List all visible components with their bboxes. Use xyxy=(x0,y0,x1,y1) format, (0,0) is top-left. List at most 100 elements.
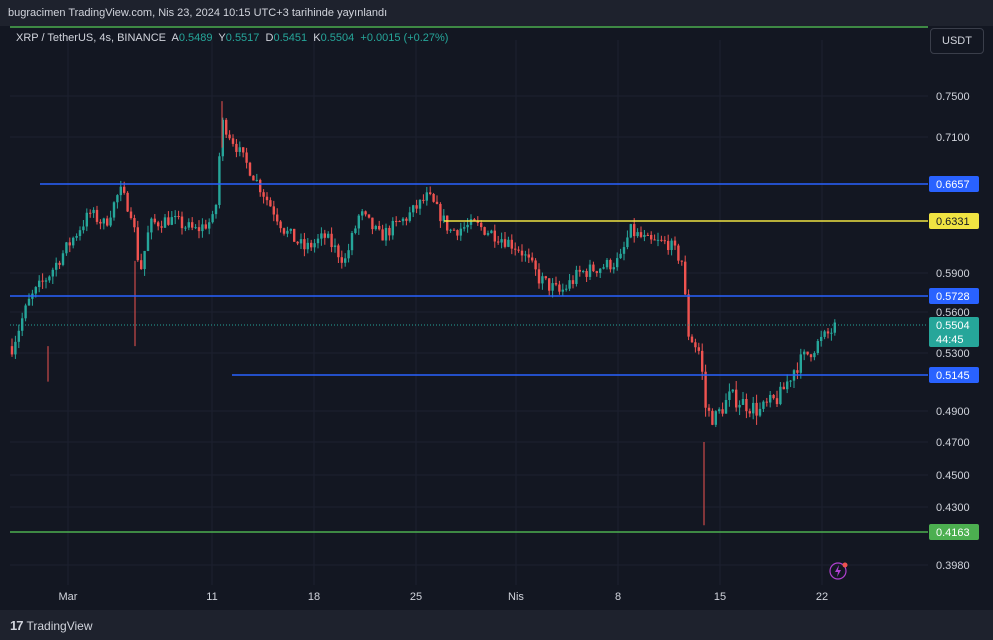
candle-body xyxy=(116,195,119,203)
time-tick-label: 11 xyxy=(206,591,217,603)
candle-body xyxy=(714,411,717,425)
tradingview-logo[interactable]: 17 TradingView xyxy=(10,618,93,633)
current-price-label xyxy=(929,317,979,347)
candle-body xyxy=(330,233,333,248)
candle-body xyxy=(578,269,581,272)
candle-body xyxy=(10,346,14,355)
candle-body xyxy=(415,205,418,209)
candle-body xyxy=(245,152,248,163)
candle-body xyxy=(517,249,520,251)
candle-body xyxy=(524,254,527,256)
lightning-icon[interactable] xyxy=(829,562,848,580)
candle-body xyxy=(272,206,275,215)
candle-body xyxy=(609,259,612,270)
candle-body xyxy=(89,212,92,214)
candle-body xyxy=(537,269,541,284)
price-tick-label: 0.5900 xyxy=(936,268,970,280)
candle-body xyxy=(833,322,836,333)
price-chart[interactable]: 0.6657 0.6331 0.5728 0.5145 0.4163 0.5504 44:4… xyxy=(0,0,993,610)
candle-body xyxy=(514,248,517,250)
candle-body xyxy=(201,224,204,232)
time-tick-label: 25 xyxy=(410,591,422,603)
price-tick-label: 0.5300 xyxy=(936,348,970,360)
candle-body xyxy=(248,162,252,176)
candle-body xyxy=(439,203,442,222)
candle-body xyxy=(643,234,646,237)
candle-body xyxy=(194,227,197,229)
candle-body xyxy=(765,401,768,403)
candle-body xyxy=(510,239,513,249)
candle-body xyxy=(483,227,486,235)
candle-body xyxy=(816,341,819,354)
candle-body xyxy=(830,332,833,334)
candle-body xyxy=(755,402,758,416)
candle-body xyxy=(337,245,340,258)
candle-body xyxy=(408,212,411,221)
candle-body xyxy=(371,217,374,230)
candle-body xyxy=(126,192,129,212)
candle-body xyxy=(306,242,309,250)
low-value: 0.5451 xyxy=(273,32,308,44)
candle-body xyxy=(670,240,673,251)
candle-body xyxy=(527,254,530,258)
candle-body xyxy=(612,267,615,270)
candle-body xyxy=(340,257,343,263)
time-tick-label: 22 xyxy=(816,591,828,603)
candle-body xyxy=(813,353,816,358)
candle-body xyxy=(347,250,350,259)
candle-body xyxy=(442,215,445,222)
price-tick-label: 0.3980 xyxy=(936,560,970,572)
candle-body xyxy=(14,341,17,355)
candle-body xyxy=(112,202,116,218)
candle-body xyxy=(456,230,459,236)
candle-body xyxy=(687,294,690,337)
candle-body xyxy=(143,250,146,270)
candle-body xyxy=(653,239,656,241)
tv-logo-icon: 17 xyxy=(10,618,24,633)
candle-body xyxy=(629,224,632,238)
candle-body xyxy=(639,232,643,237)
candle-body xyxy=(238,147,241,152)
time-axis: Mar 11 18 25 Nis 8 15 22 xyxy=(59,591,829,603)
candle-body xyxy=(378,225,381,230)
candle-body xyxy=(500,239,503,243)
candles xyxy=(10,101,836,526)
level-price-label xyxy=(929,367,979,383)
candle-body xyxy=(619,253,622,259)
candle-body xyxy=(262,192,265,197)
candle-body xyxy=(507,239,510,247)
chart-grid xyxy=(10,40,928,585)
candle-body xyxy=(680,260,683,262)
candle-body xyxy=(677,245,680,261)
candle-body xyxy=(622,247,626,254)
level-price-text: 0.5728 xyxy=(936,291,970,303)
candle-body xyxy=(745,399,748,412)
currency-button[interactable]: USDT xyxy=(930,28,984,54)
candle-body xyxy=(221,119,224,157)
candle-body xyxy=(633,224,636,237)
candle-body xyxy=(153,218,156,223)
candle-body xyxy=(605,259,609,268)
candle-body xyxy=(354,228,357,234)
change-value: +0.0015 (+0.27%) xyxy=(360,32,449,44)
candle-body xyxy=(667,240,670,251)
candle-body xyxy=(401,218,405,222)
candle-body xyxy=(344,258,347,263)
candle-body xyxy=(48,276,51,281)
candle-body xyxy=(803,351,806,355)
candle-body xyxy=(432,193,435,202)
candle-body xyxy=(673,240,677,246)
symbol-legend: XRP / TetherUS, 4s, BINANCE A0.5489 Y0.5… xyxy=(16,32,449,44)
candle-body xyxy=(775,398,779,405)
candle-body xyxy=(72,237,75,246)
candle-body xyxy=(316,238,320,244)
candle-body xyxy=(102,218,105,224)
candle-body xyxy=(146,232,150,251)
symbol-name[interactable]: XRP / TetherUS, 4s, BINANCE xyxy=(16,32,166,44)
candle-body xyxy=(85,212,88,227)
candle-body xyxy=(255,179,258,181)
candle-body xyxy=(231,138,235,144)
candle-body xyxy=(381,229,384,241)
candle-body xyxy=(150,218,153,233)
price-tick-label: 0.5600 xyxy=(936,307,970,319)
